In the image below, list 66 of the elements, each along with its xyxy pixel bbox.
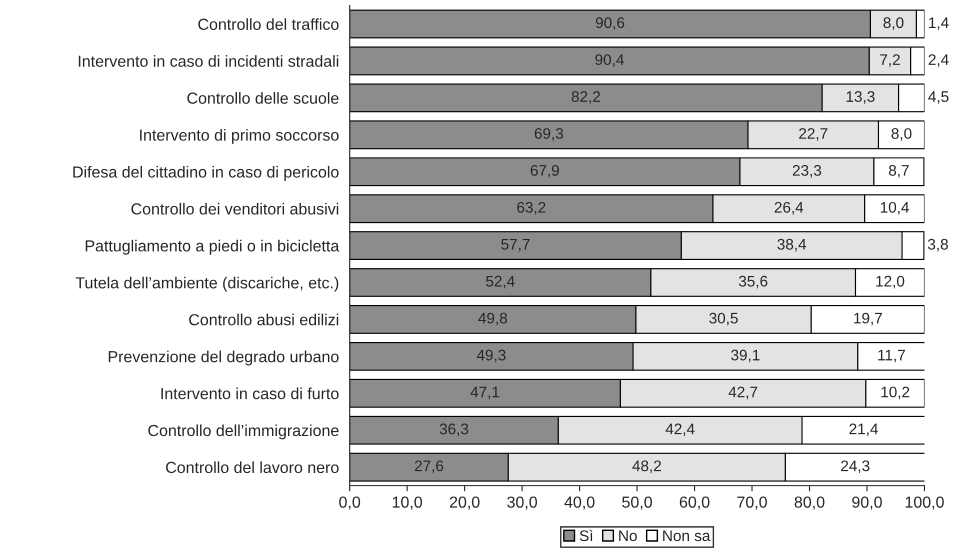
data-label: 8,0 <box>883 17 904 30</box>
x-tick-label: 50,0 <box>622 496 652 510</box>
y-tick-label: Controllo abusi edilizi <box>189 314 338 326</box>
data-label: 8,0 <box>892 128 912 141</box>
data-label: 42,4 <box>666 424 695 436</box>
data-label: 52,4 <box>486 276 515 288</box>
x-tick-label: 100,0 <box>906 496 944 510</box>
data-label: 69,3 <box>534 128 564 141</box>
x-tick-label: 70,0 <box>737 496 767 510</box>
data-label: 35,6 <box>738 276 768 288</box>
y-tick-label: Intervento in caso di furto <box>161 388 339 400</box>
x-tick-label: 90,0 <box>852 496 882 510</box>
data-label: 22,7 <box>799 128 828 141</box>
legend-label: Non sa <box>663 530 710 542</box>
data-label: 26,4 <box>774 202 804 215</box>
y-tick-label: Difesa del cittadino in caso di pericolo <box>73 166 339 181</box>
data-label: 19,7 <box>854 312 882 326</box>
legend-label: Sì <box>580 530 593 542</box>
data-label: 2,4 <box>928 54 949 67</box>
data-label: 13,3 <box>846 91 875 104</box>
data-label: 7,2 <box>880 54 900 67</box>
data-label: 90,6 <box>596 17 624 30</box>
x-tick-label: 40,0 <box>564 496 595 510</box>
x-tick-label: 30,0 <box>507 496 538 510</box>
data-label: 57,7 <box>501 239 530 252</box>
data-label: 21,4 <box>849 424 878 436</box>
x-tick-label: 60,0 <box>680 496 710 510</box>
data-label: 3,8 <box>928 238 948 252</box>
data-label: 1,4 <box>929 17 949 30</box>
y-tick-label: Pattugliamento a piedi o in bicicletta <box>86 240 340 255</box>
y-tick-label: Controllo dell’immigrazione <box>148 424 339 440</box>
data-label: 11,7 <box>878 350 905 362</box>
data-label: 30,5 <box>709 312 738 326</box>
data-label: 12,0 <box>876 276 904 288</box>
x-tick-label: 80,0 <box>794 496 824 510</box>
data-label: 67,9 <box>530 165 559 178</box>
data-label: 27,6 <box>414 460 444 474</box>
data-label: 47,1 <box>470 386 500 400</box>
data-label: 48,2 <box>632 460 661 474</box>
data-label: 42,7 <box>728 386 758 400</box>
data-label: 10,2 <box>881 386 910 400</box>
data-label: 36,3 <box>440 424 468 436</box>
x-tick-label: 0,0 <box>339 496 360 510</box>
x-tick-label: 10,0 <box>392 496 422 510</box>
y-tick-label: Controllo delle scuole <box>187 92 339 104</box>
data-label: 49,3 <box>476 350 506 362</box>
y-tick-label: Controllo del lavoro nero <box>166 461 339 474</box>
data-label: 38,4 <box>777 238 806 252</box>
y-tick-label: Tutela dell’ambiente (discariche, etc.) <box>76 276 338 292</box>
legend-label: No <box>619 530 637 542</box>
data-label: 49,8 <box>478 312 507 326</box>
data-label: 10,4 <box>880 202 909 215</box>
y-tick-label: Prevenzione del degrado urbano <box>108 350 339 366</box>
data-label: 23,3 <box>792 165 822 178</box>
data-label: 90,4 <box>595 54 624 67</box>
data-label: 82,2 <box>572 91 600 104</box>
y-tick-label: Intervento in caso di incidenti stradali <box>78 55 338 67</box>
x-tick-label: 20,0 <box>450 496 480 510</box>
data-label: 63,2 <box>517 202 546 215</box>
data-label: 24,3 <box>841 460 870 474</box>
y-tick-label: Intervento di primo soccorso <box>140 129 339 144</box>
data-label: 4,5 <box>928 91 949 104</box>
y-tick-label: Controllo del traffico <box>198 18 339 30</box>
data-label: 39,1 <box>731 350 760 362</box>
y-tick-label: Controllo dei venditori abusivi <box>131 202 338 215</box>
data-label: 8,7 <box>888 165 909 178</box>
